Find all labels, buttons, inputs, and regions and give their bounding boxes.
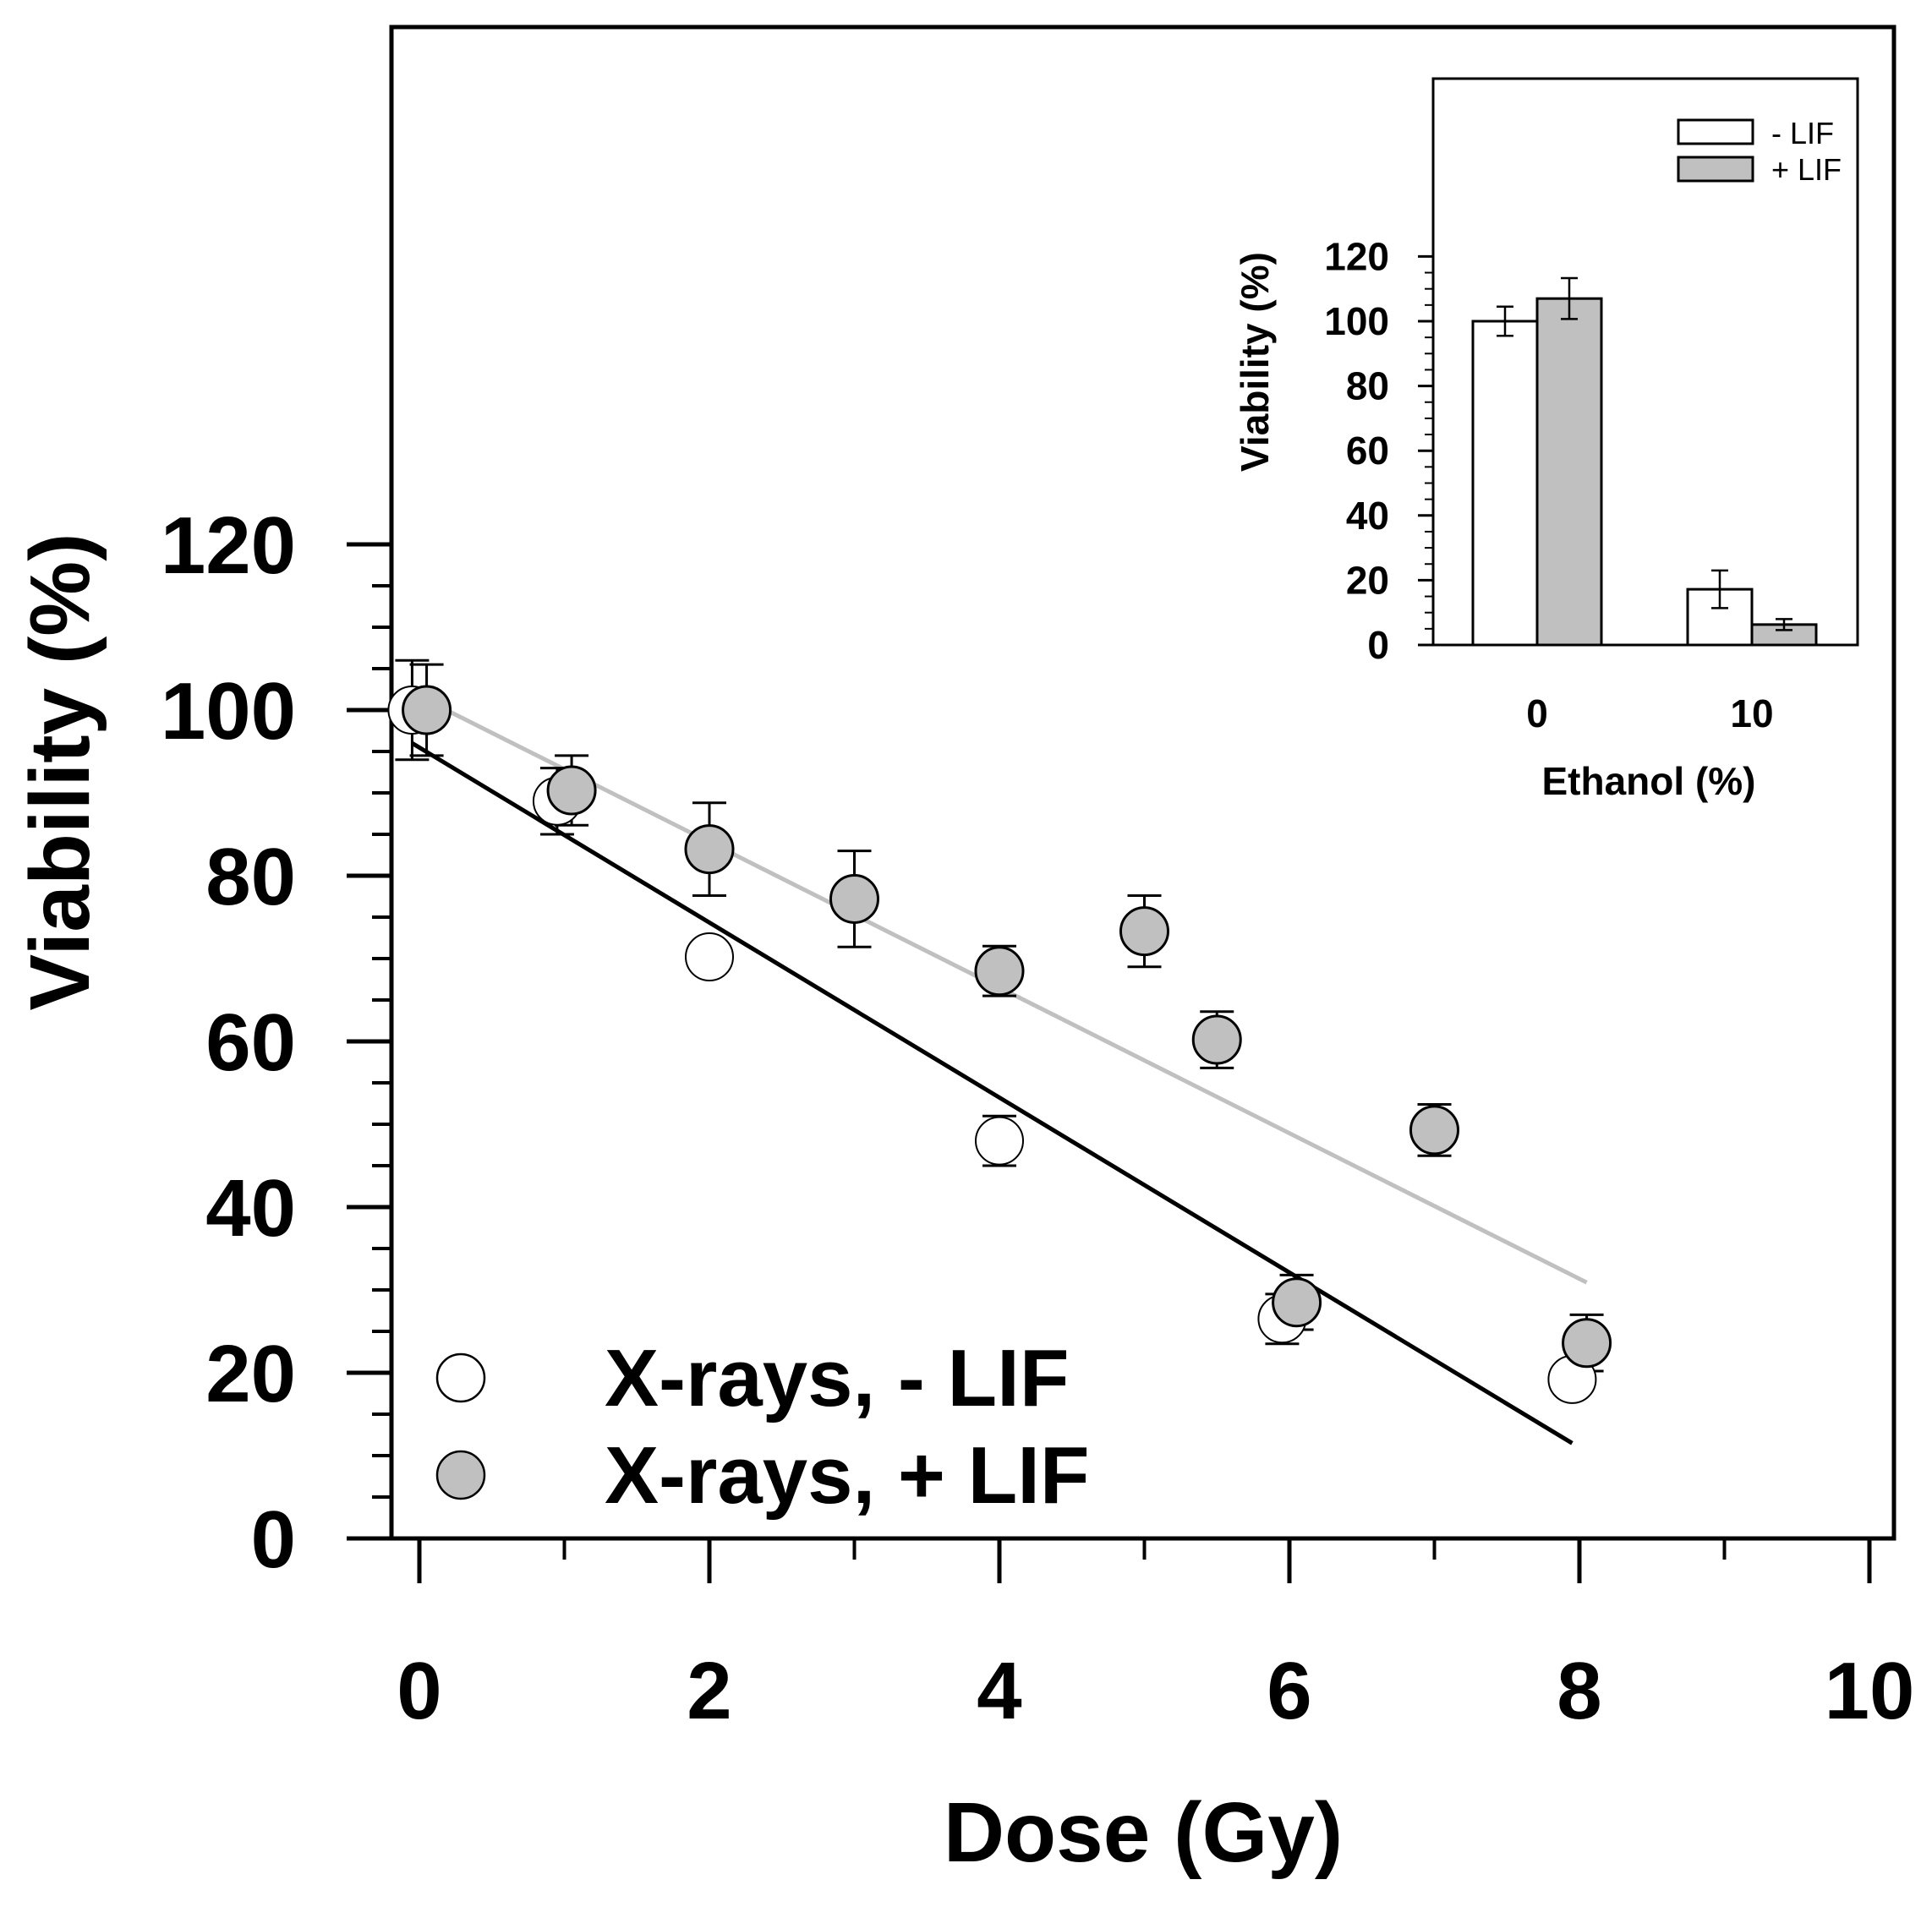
main-y-tick-label: 100 — [161, 666, 296, 757]
inset-y-axis-title: Viability (%) — [1233, 252, 1277, 472]
inset-bars — [1471, 297, 1818, 647]
data-point-plus-lif — [546, 765, 597, 816]
data-point-plus-lif — [1272, 1277, 1322, 1328]
data-point-plus-lif — [974, 946, 1025, 997]
main-x-tick-label: 6 — [1267, 1646, 1311, 1736]
main-x-ticks: 0 2 4 6 8 10 — [397, 1538, 1914, 1736]
inset-y-ticks: 0 20 40 60 80 100 120 — [1324, 234, 1433, 667]
inset-x-axis-title: Ethanol (%) — [1542, 759, 1756, 803]
main-x-axis-title: Dose (Gy) — [944, 1785, 1343, 1880]
inset-y-tick-label: 100 — [1324, 299, 1389, 343]
data-point-plus-lif — [684, 824, 735, 875]
legend-label-plus-lif: X-rays, + LIF — [605, 1430, 1090, 1521]
legend-label-minus-lif: X-rays, - LIF — [605, 1333, 1069, 1423]
main-y-axis-title: Viability (%) — [13, 533, 107, 1011]
legend-marker-open-circle — [435, 1352, 486, 1403]
main-x-tick-label: 0 — [397, 1646, 441, 1736]
inset-y-tick-label: 80 — [1346, 364, 1389, 408]
inset-bar-plus-lif — [1750, 623, 1818, 647]
main-x-tick-label: 8 — [1557, 1646, 1601, 1736]
main-fit-lines — [411, 698, 1588, 1445]
inset-legend-label-plus-lif: + LIF — [1771, 152, 1842, 187]
main-y-tick-label: 80 — [205, 832, 296, 922]
main-y-ticks: 0 20 40 60 80 100 120 — [161, 500, 391, 1585]
main-y-tick-label: 60 — [205, 997, 296, 1088]
inset-y-tick-label: 40 — [1346, 494, 1389, 538]
fit-line-minus-lif — [411, 741, 1574, 1445]
inset-y-tick-label: 120 — [1324, 234, 1389, 278]
data-point-plus-lif — [1191, 1014, 1242, 1065]
data-point-plus-lif — [1119, 906, 1169, 957]
data-point-minus-lif — [975, 1116, 1024, 1166]
legend-marker-filled-circle — [435, 1450, 486, 1500]
inset-y-tick-label: 0 — [1367, 623, 1389, 667]
main-x-tick-label: 4 — [977, 1646, 1021, 1736]
inset-chart: 0 20 40 60 80 100 120 0 10 Viability (%) Ethano… — [1233, 77, 1859, 803]
main-data-points — [387, 685, 1612, 1404]
inset-legend: - LIF + LIF — [1677, 116, 1842, 187]
main-y-tick-label: 40 — [205, 1163, 296, 1254]
inset-legend-swatch-minus-lif — [1677, 118, 1754, 145]
inset-x-tick-label: 0 — [1526, 691, 1548, 735]
inset-legend-label-minus-lif: - LIF — [1771, 116, 1834, 150]
data-point-plus-lif — [829, 873, 879, 924]
inset-x-tick-labels: 0 10 — [1526, 691, 1773, 735]
main-y-tick-label: 120 — [161, 500, 296, 591]
data-point-plus-lif — [1409, 1105, 1459, 1156]
data-point-plus-lif — [402, 685, 452, 735]
inset-y-tick-label: 60 — [1346, 429, 1389, 473]
main-legend: X-rays, - LIF X-rays, + LIF — [435, 1333, 1090, 1521]
inset-legend-swatch-plus-lif — [1677, 156, 1754, 183]
data-point-plus-lif — [1562, 1318, 1612, 1369]
inset-bar-plus-lif — [1535, 297, 1603, 647]
inset-plot-frame — [1431, 77, 1859, 647]
inset-error-bars — [1497, 276, 1792, 631]
inset-bar-minus-lif — [1471, 320, 1539, 647]
main-x-tick-label: 10 — [1825, 1646, 1915, 1736]
main-x-tick-label: 2 — [687, 1646, 731, 1736]
data-point-minus-lif — [685, 932, 734, 982]
main-y-tick-label: 0 — [251, 1494, 296, 1585]
main-y-tick-label: 20 — [205, 1329, 296, 1419]
inset-x-tick-label: 10 — [1730, 691, 1773, 735]
inset-y-tick-label: 20 — [1346, 558, 1389, 602]
